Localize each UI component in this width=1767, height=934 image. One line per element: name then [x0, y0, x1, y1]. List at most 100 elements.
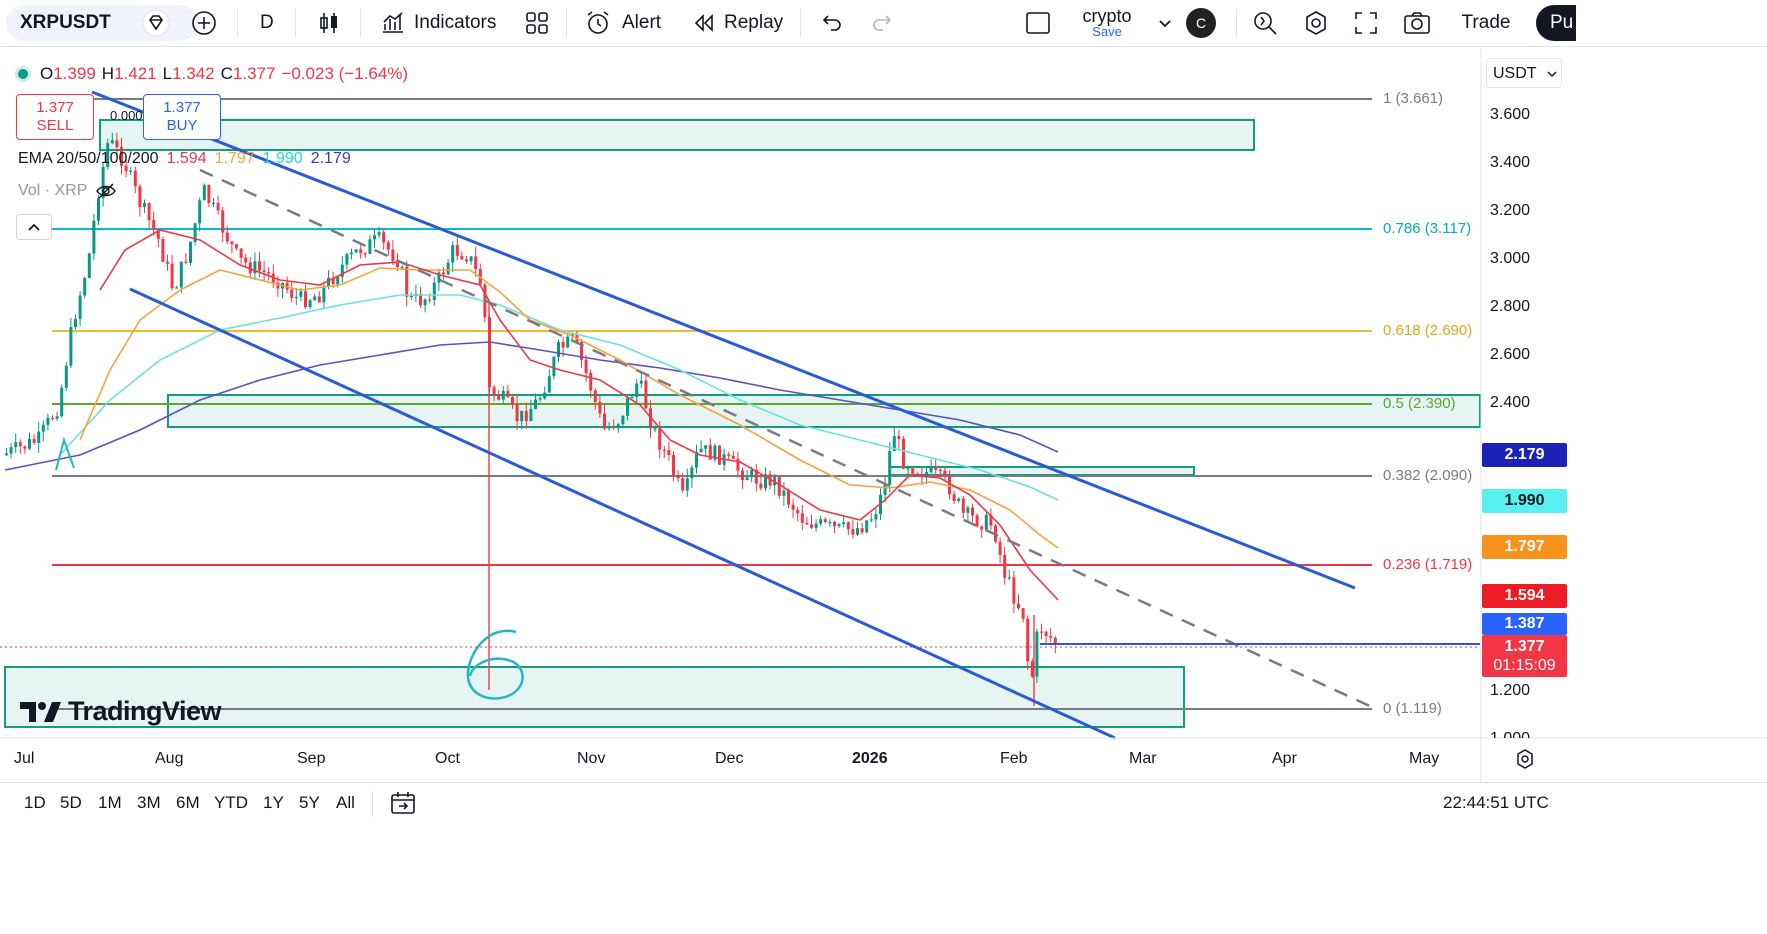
- utc-clock[interactable]: 22:44:51 UTC: [1443, 793, 1549, 812]
- candle-body: [350, 252, 353, 255]
- candle-body: [874, 514, 878, 520]
- calendar-icon[interactable]: [389, 790, 417, 821]
- market-status-dot[interactable]: [18, 69, 28, 79]
- ema20-price-tag: 1.594: [1482, 584, 1567, 608]
- candle-body: [166, 261, 169, 264]
- candle-body: [368, 239, 372, 254]
- candle-body: [419, 293, 422, 306]
- fib-label-618: 0.618 (2.690): [1383, 322, 1473, 339]
- range-6m[interactable]: 6M: [176, 793, 200, 812]
- candle-body: [718, 445, 721, 465]
- candle-body: [846, 522, 850, 530]
- candle-body: [713, 445, 717, 460]
- chart-pane[interactable]: [0, 48, 1480, 738]
- candle-body: [51, 417, 54, 420]
- candle-body: [202, 185, 206, 201]
- add-symbol-icon[interactable]: [190, 0, 218, 46]
- demand-zone-bottom[interactable]: [4, 666, 1185, 728]
- layout-icon[interactable]: [1024, 0, 1052, 46]
- publish-button[interactable]: Pu: [1536, 5, 1576, 41]
- interval-button[interactable]: D: [260, 12, 274, 33]
- quick-search-icon[interactable]: [1251, 0, 1279, 46]
- tradingview-logo[interactable]: TradingView: [20, 696, 222, 727]
- handdrawn-six[interactable]: [466, 629, 524, 700]
- candle-body: [547, 376, 551, 393]
- range-all[interactable]: All: [336, 793, 355, 812]
- candle-body: [662, 449, 666, 451]
- candle-body: [1012, 577, 1016, 604]
- candle-body: [83, 277, 87, 296]
- candle-body: [179, 261, 183, 288]
- candle-body: [14, 442, 18, 448]
- chevron-down-icon[interactable]: [1157, 0, 1173, 46]
- time-tick: Mar: [1129, 750, 1157, 767]
- undo-icon[interactable]: [820, 0, 844, 46]
- collapse-legend-button[interactable]: [16, 214, 52, 240]
- candle-body: [207, 185, 211, 204]
- candle-body: [552, 356, 556, 377]
- candle-body: [883, 484, 887, 495]
- candle-body: [915, 473, 919, 475]
- ema-20-line[interactable]: [99, 229, 1059, 601]
- buy-button[interactable]: 1.377 BUY: [143, 94, 221, 140]
- candle-body: [524, 410, 528, 422]
- range-1d[interactable]: 1D: [24, 793, 46, 812]
- time-tick: May: [1409, 750, 1440, 767]
- range-1y[interactable]: 1Y: [263, 793, 284, 812]
- eye-hidden-icon[interactable]: [95, 182, 117, 200]
- symbol-name[interactable]: XRPUSDT: [20, 12, 111, 33]
- candle-body: [529, 408, 533, 422]
- supply-zone-top[interactable]: [99, 119, 1255, 151]
- replay-button[interactable]: Replay: [692, 0, 783, 46]
- fullscreen-icon[interactable]: [1353, 0, 1379, 46]
- ema-legend[interactable]: EMA 20/50/100/200 1.594 1.797 1.990 2.17…: [18, 150, 351, 168]
- sell-button[interactable]: 1.377 SELL: [16, 94, 94, 140]
- supply-zone-mid[interactable]: [167, 394, 1481, 428]
- tradingview-logo-icon: [20, 701, 61, 722]
- candle-body: [497, 394, 501, 400]
- range-3m[interactable]: 3M: [137, 793, 161, 812]
- channel-lower-line[interactable]: [129, 287, 1116, 740]
- templates-icon[interactable]: [524, 0, 550, 46]
- candle-body: [37, 431, 41, 443]
- range-5y[interactable]: 5Y: [299, 793, 320, 812]
- channel-upper-line[interactable]: [91, 90, 1356, 590]
- gem-icon[interactable]: [141, 0, 171, 46]
- avatar[interactable]: C: [1186, 0, 1216, 46]
- close-label: C: [220, 64, 233, 83]
- volume-legend[interactable]: Vol · XRP: [18, 182, 117, 200]
- fib-label-236: 0.236 (1.719): [1383, 556, 1473, 573]
- candle-body: [432, 282, 436, 301]
- candle-body: [971, 507, 974, 516]
- candle-body: [138, 186, 142, 208]
- handdrawn-mark[interactable]: [55, 436, 75, 471]
- low-label: L: [162, 64, 173, 83]
- tradingview-wordmark: TradingView: [68, 696, 222, 726]
- candles-icon[interactable]: [316, 0, 342, 46]
- candle-body: [175, 287, 179, 289]
- open-label: O: [40, 64, 54, 83]
- candle-body: [474, 256, 478, 270]
- settings-icon[interactable]: [1302, 0, 1330, 46]
- candle-body: [810, 524, 813, 528]
- candle-body: [377, 232, 381, 236]
- settings-gear-icon[interactable]: [1514, 748, 1536, 775]
- candle-body: [1007, 577, 1011, 579]
- candle-body: [9, 447, 13, 454]
- candle-body: [451, 245, 455, 263]
- indicators-button[interactable]: Indicators: [380, 0, 496, 46]
- alert-button[interactable]: Alert: [584, 0, 661, 46]
- layout-name[interactable]: crypto Save: [1076, 0, 1138, 46]
- layout-save[interactable]: Save: [1092, 24, 1122, 39]
- currency-select[interactable]: USDT: [1486, 58, 1562, 88]
- ema100-price-tag: 1.990: [1482, 489, 1567, 513]
- candle-body: [598, 402, 602, 414]
- redo-icon[interactable]: [870, 0, 894, 46]
- camera-icon[interactable]: [1402, 0, 1432, 46]
- range-5d[interactable]: 5D: [60, 793, 82, 812]
- range-1m[interactable]: 1M: [98, 793, 122, 812]
- range-ytd[interactable]: YTD: [214, 793, 248, 812]
- candle-body: [782, 490, 786, 496]
- trade-button[interactable]: Trade: [1461, 12, 1511, 33]
